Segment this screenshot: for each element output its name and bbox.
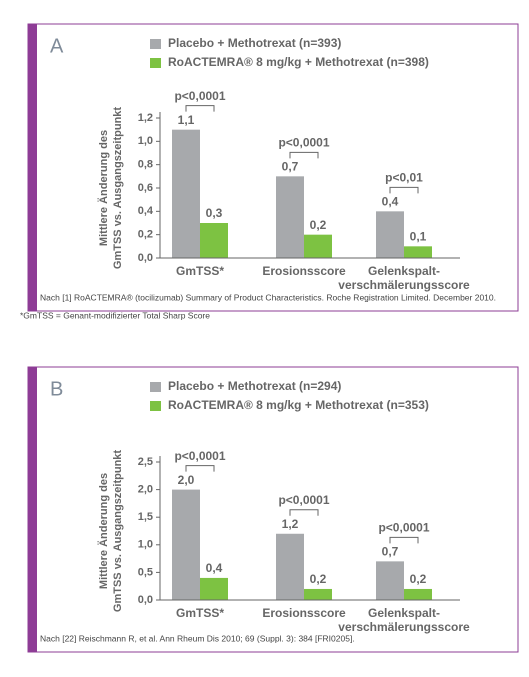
y-axis-label: GmTSS vs. Ausgangszeitpunkt xyxy=(112,450,124,613)
x-tick-label: Erosionsscore xyxy=(262,264,346,278)
y-axis-label: Mittlere Änderung des xyxy=(97,473,110,589)
bar xyxy=(404,588,432,600)
bar xyxy=(376,211,404,258)
bar xyxy=(304,234,332,258)
y-tick-label: 1,0 xyxy=(138,135,153,147)
significance-bracket xyxy=(185,105,215,112)
bar xyxy=(376,561,404,600)
significance-bracket xyxy=(389,536,419,544)
value-label: 0,7 xyxy=(382,545,399,559)
legend-label: RoACTEMRA® 8 mg/kg + Methotrexat (n=353) xyxy=(168,398,429,412)
significance-label: p<0,01 xyxy=(385,171,423,185)
legend-label: Placebo + Methotrexat (n=294) xyxy=(168,379,341,393)
legend-label: RoACTEMRA® 8 mg/kg + Methotrexat (n=398) xyxy=(168,55,429,69)
bar xyxy=(200,223,228,258)
x-tick-label-line: Erosionsscore xyxy=(262,606,346,620)
panel-letter: B xyxy=(50,378,63,400)
value-label: 0,2 xyxy=(410,572,427,586)
significance-bracket xyxy=(185,465,215,472)
panel-bar xyxy=(28,367,37,652)
y-tick-label: 0,0 xyxy=(138,252,153,264)
y-tick-label: 1,0 xyxy=(138,539,153,551)
footnote: *GmTSS = Genant-modifizierter Total Shar… xyxy=(20,310,210,320)
bar xyxy=(172,489,200,600)
legend-swatch xyxy=(150,39,161,49)
significance-label: p<0,0001 xyxy=(278,493,329,507)
value-label: 0,4 xyxy=(382,195,399,209)
panel-letter: A xyxy=(50,35,64,57)
value-label: 0,2 xyxy=(310,572,327,586)
significance-label: p<0,0001 xyxy=(278,136,329,150)
y-tick-label: 2,0 xyxy=(138,484,153,496)
value-label: 2,0 xyxy=(178,473,195,487)
significance-bracket xyxy=(289,151,319,159)
bar xyxy=(200,577,228,600)
y-tick-label: 0,0 xyxy=(138,594,153,606)
value-label: 0,3 xyxy=(206,206,223,220)
value-label: 0,7 xyxy=(282,160,299,174)
bar xyxy=(304,588,332,600)
y-tick-label: 1,5 xyxy=(138,511,153,523)
y-tick-label: 0,2 xyxy=(138,229,153,241)
value-label: 0,2 xyxy=(310,218,327,232)
significance-label: p<0,0001 xyxy=(378,521,429,535)
y-axis-label: Mittlere Änderung des xyxy=(97,130,110,246)
value-label: 1,2 xyxy=(282,517,299,531)
x-tick-label: GmTSS* xyxy=(176,606,224,620)
bar xyxy=(276,176,304,258)
significance-label: p<0,0001 xyxy=(174,89,225,103)
value-label: 0,1 xyxy=(410,230,427,244)
legend-label: Placebo + Methotrexat (n=393) xyxy=(168,36,341,50)
significance-label: p<0,0001 xyxy=(174,449,225,463)
legend-swatch xyxy=(150,382,161,392)
x-tick-label-line: Gelenkspalt- xyxy=(368,606,440,620)
y-tick-label: 0,8 xyxy=(138,159,153,171)
value-label: 1,1 xyxy=(178,113,195,127)
significance-bracket xyxy=(289,509,319,516)
significance-bracket xyxy=(389,186,419,194)
bar xyxy=(172,129,200,258)
x-tick-label: Erosionsscore xyxy=(262,606,346,620)
x-tick-label-line: Erosionsscore xyxy=(262,264,346,278)
value-label: 0,4 xyxy=(206,561,223,575)
x-tick-label-line: Gelenkspalt- xyxy=(368,264,440,278)
source: Nach [1] RoACTEMRA® (tocilizumab) Summar… xyxy=(40,292,496,302)
source: Nach [22] Reischmann R, et al. Ann Rheum… xyxy=(40,633,355,643)
y-tick-label: 0,4 xyxy=(138,205,154,217)
y-tick-label: 0,5 xyxy=(138,566,153,578)
legend-swatch xyxy=(150,58,161,68)
x-tick-label-line: GmTSS* xyxy=(176,264,224,278)
panel-bar xyxy=(28,24,37,311)
x-tick-label: Gelenkspalt-verschmälerungsscore xyxy=(338,264,470,292)
x-tick-label-line: verschmälerungsscore xyxy=(338,278,470,292)
bar xyxy=(276,533,304,600)
x-tick-label: Gelenkspalt-verschmälerungsscore xyxy=(338,606,470,634)
y-tick-label: 0,6 xyxy=(138,182,153,194)
x-tick-label: GmTSS* xyxy=(176,264,224,278)
legend-swatch xyxy=(150,401,161,411)
x-tick-label-line: verschmälerungsscore xyxy=(338,620,470,634)
y-tick-label: 2,5 xyxy=(138,456,153,468)
y-axis-label: GmTSS vs. Ausgangszeitpunkt xyxy=(112,107,124,270)
bar xyxy=(404,246,432,258)
x-tick-label-line: GmTSS* xyxy=(176,606,224,620)
y-tick-label: 1,2 xyxy=(138,112,153,124)
